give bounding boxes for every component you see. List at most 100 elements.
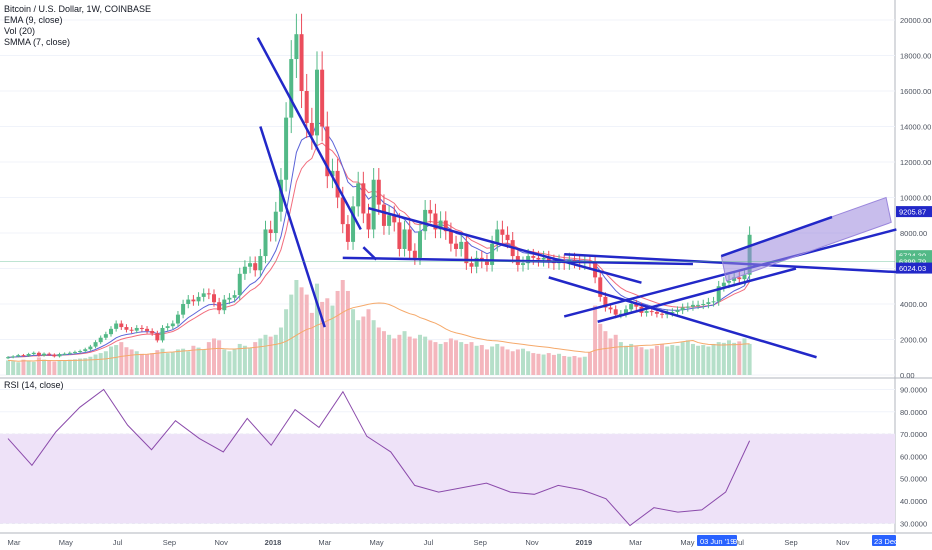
volume-bar [129,349,134,375]
volume-bar [690,343,695,375]
candle-body [644,311,649,313]
volume-bar [284,309,289,375]
rsi-band [0,434,895,524]
price-tick-label: 12000.00 [900,158,931,167]
candle-body [706,302,711,304]
volume-bar [484,349,489,375]
volume-bar [315,283,319,375]
volume-bar [582,356,587,375]
candle-body [670,311,675,313]
volume-bar [423,336,428,375]
price-tick-label: 16000.00 [900,87,931,96]
candle-body [727,280,731,283]
candle-body [315,69,319,136]
volume-bar [273,334,278,375]
candle-body [52,354,57,357]
support-line [342,256,693,266]
moving-averages [7,122,751,362]
candle-body [711,301,716,303]
price-tick-label: 8000.00 [900,229,927,238]
candle-body [93,342,98,347]
candle-body [278,179,283,212]
volume-bar [747,343,752,375]
volume-bar [93,354,98,375]
volume-bar [340,280,345,375]
volume-bar [721,342,726,375]
candle-body [284,117,289,180]
candle-body [160,327,165,341]
volume-bar [31,361,36,375]
volume-ma-line [7,302,750,362]
candle-body [490,243,495,265]
candle-body [201,293,206,297]
candle-body [62,353,67,355]
legend-vol: Vol (20) [4,26,36,36]
candle-body [36,352,41,356]
time-tick-label: Jul [424,538,434,547]
candle-body [392,215,397,223]
candle-body [186,299,191,304]
volume-bar [361,316,366,375]
time-tick-label: Sep [474,538,487,547]
time-tick-label: Nov [215,538,229,547]
volume-bar [557,353,562,375]
candle-body [742,274,747,280]
candle-body [649,311,654,313]
candle-body [175,314,180,324]
time-tick-label: Mar [8,538,21,547]
volume-bar [242,345,247,375]
volume-bar [103,351,108,375]
volume-bar [387,334,392,375]
candle-body [134,327,139,331]
candle-body [474,257,479,267]
uptrend-lower [597,267,797,323]
time-tick-label: Jul [734,538,744,547]
candle-body [196,296,201,302]
price-axis[interactable]: 0.002000.004000.006000.008000.0010000.00… [900,16,931,380]
downtrend-line [368,206,642,284]
candle-body [423,209,428,232]
volume-bar [438,343,443,375]
volume-bar [371,320,376,375]
candle-body [325,126,330,177]
candle-body [304,91,309,123]
volume-bar [711,343,716,375]
candle-body [268,229,273,233]
volume-bar [206,342,211,375]
volume-bar [145,354,150,375]
volume-bar [608,338,613,375]
rsi-axis[interactable]: 30.0000 40.0000 50.0000 60.0000 70.0000 80.00… [900,385,927,528]
end-date-label: 23 Dec [874,537,898,546]
candle-body [737,277,742,280]
volume-bar [675,345,680,375]
candle-body [340,197,345,225]
volume-bar [515,349,520,375]
volume-bar [479,345,484,375]
volume-bar [11,361,16,375]
volume-bar [706,346,711,375]
price-tick-label: 14000.00 [900,123,931,132]
candle-body [309,122,314,136]
candle-body [47,353,52,355]
volume-bar [660,343,665,375]
time-tick-label: Mar [318,538,331,547]
candle-body [624,309,628,314]
volume-bar [150,353,155,375]
candle-body [88,346,93,350]
volume-bar [278,327,283,375]
volume-bar [418,334,422,375]
candle-body [150,330,155,334]
candle-body [469,263,474,267]
time-tick-label: 2018 [265,538,282,547]
rsi-tick-label: 40.0000 [900,497,927,506]
candle-body [541,257,546,260]
volume-bar [541,354,546,375]
price-tick-label: 2000.00 [900,336,927,345]
volume-bar [567,356,572,375]
time-axis[interactable]: Mar May Jul Sep Nov 2018 Mar May Jul Sep Nov 2019 Ma… [8,535,898,547]
candle-body [526,256,531,264]
candle-body [654,311,659,314]
candle-body [603,296,608,308]
candle-body [361,183,366,214]
